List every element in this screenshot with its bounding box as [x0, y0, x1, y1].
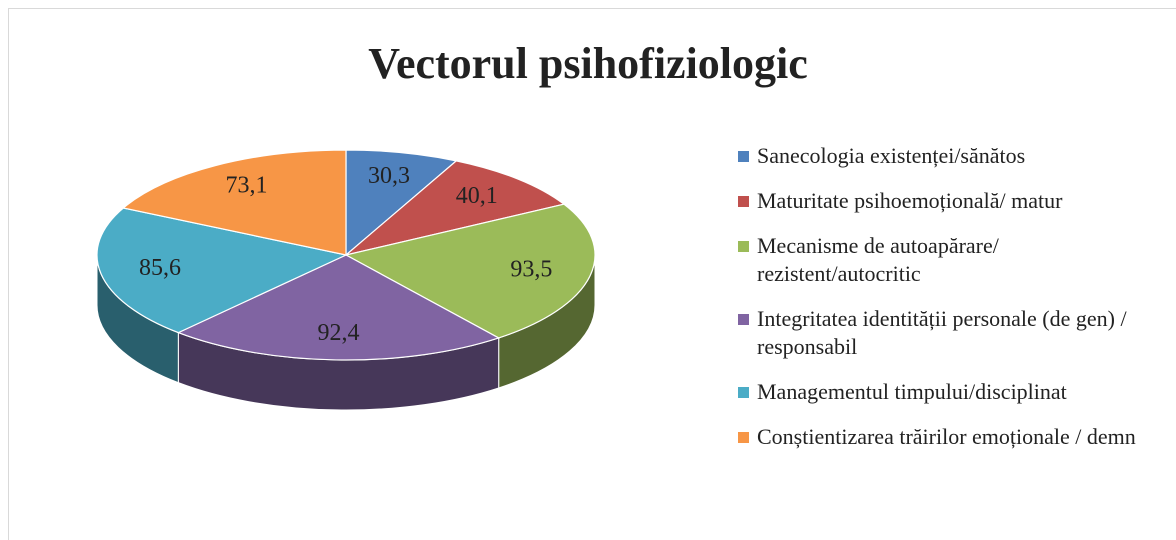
legend: Sanecologia existenței/sănătos Maturitate…: [736, 142, 1156, 468]
legend-label: Mecanisme de autoapărare/ rezistent/auto…: [757, 233, 999, 286]
legend-item: Conștientizarea trăirilor emoționale / d…: [736, 423, 1156, 451]
data-label: 30,3: [368, 163, 410, 189]
slice: [345, 149, 458, 257]
legend-swatch: [738, 314, 749, 325]
legend-label: Sanecologia existenței/sănătos: [757, 143, 1026, 168]
legend-label: Integritatea identității personale (de g…: [757, 306, 1127, 359]
legend-item: Integritatea identității personale (de g…: [736, 305, 1156, 361]
data-label: 85,6: [139, 255, 181, 281]
data-label: 92,4: [318, 320, 360, 346]
slice: [122, 149, 347, 256]
legend-swatch: [738, 151, 749, 162]
slice: [345, 160, 566, 256]
data-label: 40,1: [456, 183, 498, 209]
legend-swatch: [738, 387, 749, 398]
legend-swatch: [738, 196, 749, 207]
legend-item: Maturitate psihoemoțională/ matur: [736, 187, 1156, 215]
legend-label: Managementul timpului/disciplinat: [757, 379, 1067, 404]
chart-frame: [8, 8, 1176, 540]
legend-item: Mecanisme de autoapărare/ rezistent/auto…: [736, 232, 1156, 288]
data-label: 93,5: [510, 257, 552, 283]
slice: [176, 254, 501, 361]
chart-title: Vectorul psihofiziologic: [368, 39, 808, 88]
slice: [96, 207, 348, 334]
legend-item: Managementul timpului/disciplinat: [736, 378, 1156, 406]
legend-label: Maturitate psihoemoțională/ matur: [757, 188, 1063, 213]
legend-swatch: [738, 241, 749, 252]
slice: [344, 203, 596, 339]
data-label: 73,1: [226, 173, 268, 199]
legend-label: Conștientizarea trăirilor emoționale / d…: [757, 424, 1136, 449]
legend-swatch: [738, 432, 749, 443]
legend-item: Sanecologia existenței/sănătos: [736, 142, 1156, 170]
